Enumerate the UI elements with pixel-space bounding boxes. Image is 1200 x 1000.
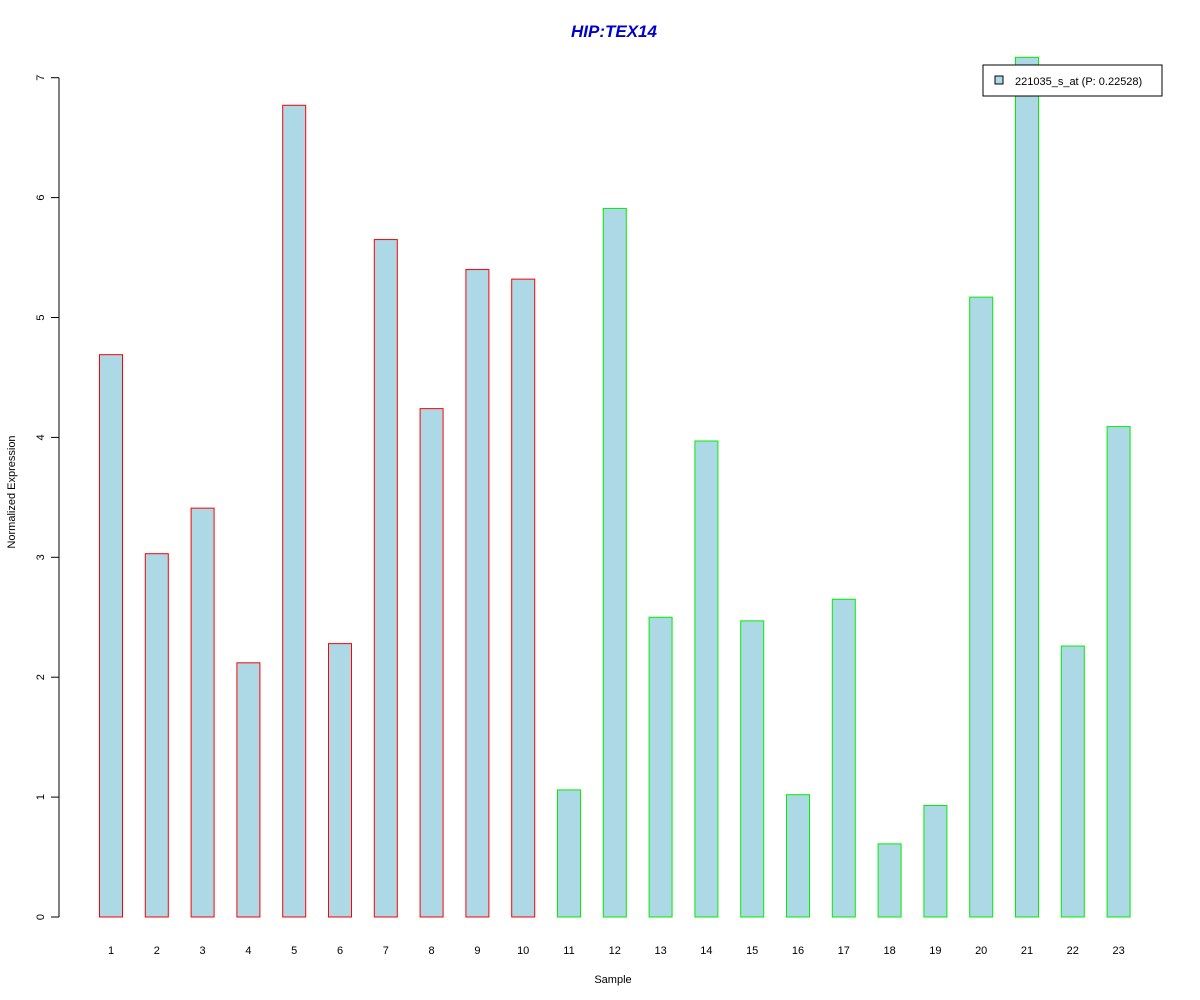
bar-sample-18 — [877, 843, 902, 918]
x-tick-label: 11 — [563, 945, 574, 957]
legend-swatch — [994, 75, 1004, 85]
bar-sample-13 — [648, 616, 673, 918]
y-axis: 0 1 2 3 4 5 6 7 — [35, 75, 60, 920]
bar-sample-8 — [419, 408, 444, 918]
bar-sample-5 — [282, 104, 307, 918]
y-axis-label: Normalized Expression — [6, 435, 18, 548]
legend: 221035_s_at (P: 0.22528) — [982, 64, 1163, 97]
x-tick-labels: 1 2 3 4 5 6 7 8 9 10 11 12 13 14 15 16 17 18 19 20 21 22 23 — [108, 945, 1125, 957]
x-tick-label: 20 — [975, 945, 987, 957]
y-tick-label: 4 — [35, 434, 47, 440]
x-tick-label: 17 — [838, 945, 850, 957]
bars — [99, 56, 1131, 918]
y-tick-label: 0 — [35, 914, 47, 920]
legend-box — [982, 64, 1163, 97]
x-tick-label: 16 — [792, 945, 804, 957]
bar-sample-6 — [328, 643, 352, 918]
bar-sample-17 — [831, 598, 856, 918]
bar-sample-16 — [786, 794, 810, 918]
x-tick-label: 13 — [654, 945, 666, 957]
x-tick-label: 22 — [1067, 945, 1079, 957]
x-tick-label: 23 — [1112, 945, 1124, 957]
bar-sample-15 — [740, 620, 765, 918]
x-tick-label: 1 — [108, 945, 114, 957]
x-tick-label: 9 — [474, 945, 480, 957]
x-tick-label: 3 — [200, 945, 206, 957]
bar-sample-10 — [511, 278, 536, 918]
y-tick-label: 1 — [35, 794, 47, 800]
chart-title: HIP:TEX14 — [571, 22, 658, 41]
bar-sample-4 — [236, 662, 261, 918]
x-tick-label: 5 — [291, 945, 297, 957]
bar-sample-23 — [1106, 426, 1131, 918]
y-tick-label: 7 — [35, 75, 47, 81]
bar-sample-3 — [190, 507, 215, 918]
x-tick-label: 15 — [746, 945, 758, 957]
x-tick-label: 6 — [337, 945, 343, 957]
x-tick-label: 18 — [883, 945, 895, 957]
y-tick-label: 2 — [35, 674, 47, 680]
y-tick-label: 6 — [35, 195, 47, 201]
bar-sample-9 — [465, 269, 490, 918]
x-tick-label: 8 — [429, 945, 435, 957]
bar-sample-20 — [969, 296, 994, 918]
x-tick-label: 21 — [1021, 945, 1033, 957]
x-tick-label: 10 — [517, 945, 529, 957]
y-tick-label: 3 — [35, 554, 47, 560]
x-tick-label: 2 — [154, 945, 160, 957]
legend-label: 221035_s_at (P: 0.22528) — [1015, 76, 1142, 88]
y-tick-label: 5 — [35, 314, 47, 320]
bar-sample-7 — [373, 239, 398, 918]
x-tick-label: 7 — [383, 945, 389, 957]
bar-sample-2 — [144, 553, 169, 918]
bar-sample-19 — [923, 804, 948, 918]
x-tick-label: 14 — [700, 945, 712, 957]
bar-sample-21 — [1015, 56, 1039, 918]
bar-sample-12 — [602, 207, 627, 918]
bar-sample-1 — [99, 354, 123, 918]
bar-sample-14 — [694, 440, 719, 918]
bar-sample-22 — [1060, 645, 1085, 918]
x-axis-label: Sample — [594, 974, 631, 986]
bar-sample-11 — [557, 789, 581, 918]
x-tick-label: 19 — [929, 945, 941, 957]
x-tick-label: 12 — [609, 945, 621, 957]
x-tick-label: 4 — [245, 945, 251, 957]
